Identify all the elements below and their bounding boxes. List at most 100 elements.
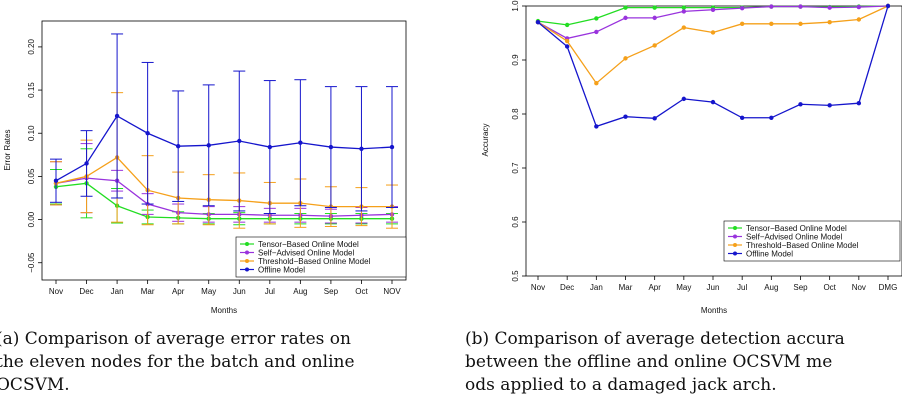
data-point [145, 131, 150, 136]
plot-frame-a [41, 20, 407, 281]
data-point [710, 30, 716, 35]
x-tick-label: Aug [764, 283, 778, 292]
data-point [856, 4, 862, 10]
legend-marker [733, 234, 737, 239]
x-tick-label: Jun [233, 287, 246, 296]
data-point [114, 113, 120, 119]
error-rate-chart: Error Rates Months Nov Dec Jan Mar Apr May Jun… [3, 20, 407, 315]
ylabel-a: Error Rates [3, 130, 12, 171]
data-point [769, 21, 774, 27]
data-point [623, 5, 628, 10]
caption-b: (b) Comparison of average detection accu… [465, 328, 845, 397]
y-tick-label: 0.9 [511, 54, 520, 66]
series-tensor-based-online-model [50, 148, 398, 226]
legend-marker [245, 250, 249, 255]
data-point [769, 115, 774, 120]
data-point [535, 20, 541, 25]
data-point [798, 4, 803, 9]
series-line [537, 5, 889, 85]
legend-label: Tensor−Based Online Model [258, 240, 359, 249]
x-tick-label: Apr [648, 283, 661, 292]
legend-marker [245, 242, 249, 246]
xlabel-b: Months [701, 306, 727, 315]
data-point [827, 103, 832, 108]
x-tick-label: Jan [111, 287, 124, 296]
x-tick-label: NOV [383, 287, 401, 296]
legend-marker [733, 226, 737, 230]
data-point [652, 15, 657, 21]
legend-marker [733, 243, 737, 247]
y-tick-label: 0.5 [511, 270, 520, 282]
x-tick-label: May [201, 287, 216, 296]
x-tick-label: Sep [324, 287, 339, 296]
x-tick-label: Jan [590, 283, 603, 292]
data-point [594, 29, 599, 35]
legend-label: Threshold−Based Online Model [746, 241, 859, 250]
data-point [53, 178, 59, 183]
legend-box [235, 236, 407, 278]
data-point [84, 161, 89, 166]
series-line [55, 182, 392, 220]
legend-label: Tensor−Based Online Model [746, 224, 847, 233]
x-tick-label: May [676, 283, 691, 292]
data-point [175, 143, 181, 149]
y-tick-label: 0.15 [27, 82, 36, 98]
x-tick-label: Jun [707, 283, 720, 292]
data-point [681, 5, 687, 10]
data-point [328, 144, 334, 150]
y-tick-label: 0.7 [511, 162, 520, 174]
x-tick-label: Nov [49, 287, 63, 296]
data-point [798, 21, 803, 27]
data-point [267, 144, 273, 150]
legend-label: Self−Advised Online Model [746, 232, 843, 241]
data-point [623, 56, 628, 61]
caption-a-line-1: (a) Comparison of average error rates on [0, 329, 351, 349]
x-tick-label: Oct [823, 283, 836, 292]
legend-label: Offline Model [258, 265, 305, 274]
x-tick-label: Jul [265, 287, 275, 296]
caption-a-line-2: the eleven nodes for the batch and onlin… [0, 352, 355, 372]
x-tick-label: Oct [355, 287, 368, 296]
caption-a-line-3: OCSVM. [0, 375, 70, 395]
figure-canvas: Error Rates Months Nov Dec Jan Mar Apr May Jun… [3, 0, 902, 315]
data-point [623, 15, 628, 21]
y-tick-label: 0.8 [511, 108, 520, 120]
data-point [564, 38, 570, 44]
x-tick-label: Nov [531, 283, 545, 292]
legend-marker [245, 259, 249, 263]
y-tick-label: 0.00 [27, 211, 36, 227]
data-point [827, 5, 832, 10]
data-point [798, 102, 803, 107]
x-tick-label: Jul [737, 283, 747, 292]
legend-label: Self−Advised Online Model [258, 248, 355, 257]
legend-box [723, 220, 901, 262]
series-line [537, 5, 889, 128]
ylabel-b: Accuracy [481, 124, 490, 157]
caption-b-line-1: (b) Comparison of average detection accu… [465, 329, 845, 349]
data-point [710, 99, 716, 105]
data-point [739, 115, 745, 120]
x-tick-label: Sep [793, 283, 808, 292]
data-point [594, 81, 599, 86]
series-line [55, 156, 392, 208]
x-tick-label: DMG [879, 283, 898, 292]
y-tick-label: 0.20 [27, 39, 36, 55]
x-tick-label: Dec [79, 287, 93, 296]
data-point [237, 138, 242, 144]
x-tick-label: Nov [852, 283, 866, 292]
data-point [681, 96, 687, 102]
data-point [739, 21, 745, 27]
data-point [359, 146, 364, 151]
x-tick-label: Aug [293, 287, 307, 296]
series-threshold-based-online-model [50, 92, 398, 229]
y-tick-label: 0.6 [511, 216, 520, 228]
x-tick-label: Mar [619, 283, 633, 292]
xlabel-a: Months [211, 306, 237, 315]
legend-label: Offline Model [746, 249, 793, 258]
series-threshold-based-online-model [535, 3, 891, 86]
caption-a: (a) Comparison of average error rates on… [0, 328, 355, 397]
y-tick-label: 0.10 [27, 125, 36, 141]
x-tick-label: Apr [172, 287, 185, 296]
